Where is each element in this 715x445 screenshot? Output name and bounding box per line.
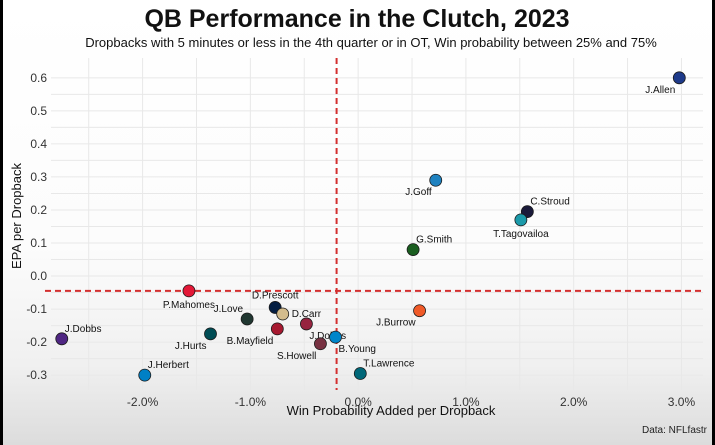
y-tick-label: -0.1 [26, 302, 47, 316]
point-label: J.Love [214, 304, 244, 315]
point-label: J.Goff [405, 187, 432, 198]
point-label: D.Prescott [252, 290, 299, 301]
data-source-caption: Data: NFLfastr [642, 425, 708, 436]
data-point [514, 213, 528, 227]
data-point [270, 322, 284, 336]
y-tick-label: 0.3 [30, 170, 47, 184]
data-point [55, 332, 69, 346]
data-point [204, 327, 217, 341]
point-label: J.Herbert [148, 360, 189, 371]
data-point [138, 368, 152, 382]
y-tick-label: 0.4 [30, 137, 47, 151]
data-point [240, 312, 254, 326]
point-label: T.Lawrence [363, 358, 415, 369]
scatter-chart: QB Performance in the Clutch, 2023 Dropb… [9, 5, 708, 436]
point-label: J.Dobbs [309, 331, 346, 342]
y-tick-label: 0.0 [30, 269, 47, 283]
data-point [300, 317, 313, 331]
y-tick-label: 0.5 [30, 104, 47, 118]
point-label: T.Tagovailoa [493, 229, 549, 240]
y-tick-label: -0.3 [26, 368, 47, 382]
reference-lines [45, 58, 703, 390]
chart-title: QB Performance in the Clutch, 2023 [144, 5, 569, 33]
x-tick-label: 0.0% [344, 395, 372, 409]
x-tick-label: -1.0% [235, 395, 267, 409]
point-label: G.Smith [416, 235, 452, 246]
data-point [182, 284, 196, 298]
data-point [314, 337, 327, 351]
data-point [672, 71, 686, 85]
data-point [429, 173, 443, 187]
data-point [353, 367, 367, 380]
grid-lines [51, 58, 703, 390]
y-tick-label: 0.6 [30, 71, 47, 85]
point-label: D.Carr [292, 309, 322, 320]
data-point [413, 304, 426, 318]
point-label: B.Mayfield [227, 336, 274, 347]
point-label: J.Dobbs [65, 324, 102, 335]
data-points: J.Allen C.Stroud T.Tagovailoa J.Goff G.Smith… [55, 71, 686, 382]
x-tick-label: -2.0% [127, 395, 159, 409]
y-tick-label: 0.2 [30, 203, 47, 217]
chart-subtitle: Dropbacks with 5 minutes or less in the … [85, 35, 657, 50]
data-point [329, 330, 342, 344]
point-label: J.Allen [645, 85, 675, 96]
point-label: C.Stroud [530, 197, 569, 208]
data-point [276, 307, 290, 321]
axis-ticks: -2.0% -1.0% 0.0% 1.0% 2.0% 3.0% -0.3 -0.2 -0.1 0.… [26, 71, 695, 409]
chart-card: QB Performance in the Clutch, 2023 Dropb… [3, 0, 712, 445]
point-label: J.Burrow [376, 318, 416, 329]
x-axis-label: Win Probability Added per Dropback [287, 403, 496, 418]
x-tick-label: 2.0% [560, 395, 588, 409]
point-label: S.Howell [277, 351, 316, 362]
point-label: J.Hurts [175, 341, 207, 352]
x-tick-label: 1.0% [452, 395, 480, 409]
data-point [406, 243, 420, 257]
point-label: B.Young [339, 344, 376, 355]
point-label: P.Mahomes [163, 300, 215, 311]
y-tick-label: 0.1 [30, 236, 47, 250]
y-axis-label: EPA per Dropback [9, 163, 24, 269]
y-tick-label: -0.2 [26, 335, 47, 349]
x-tick-label: 3.0% [668, 395, 696, 409]
